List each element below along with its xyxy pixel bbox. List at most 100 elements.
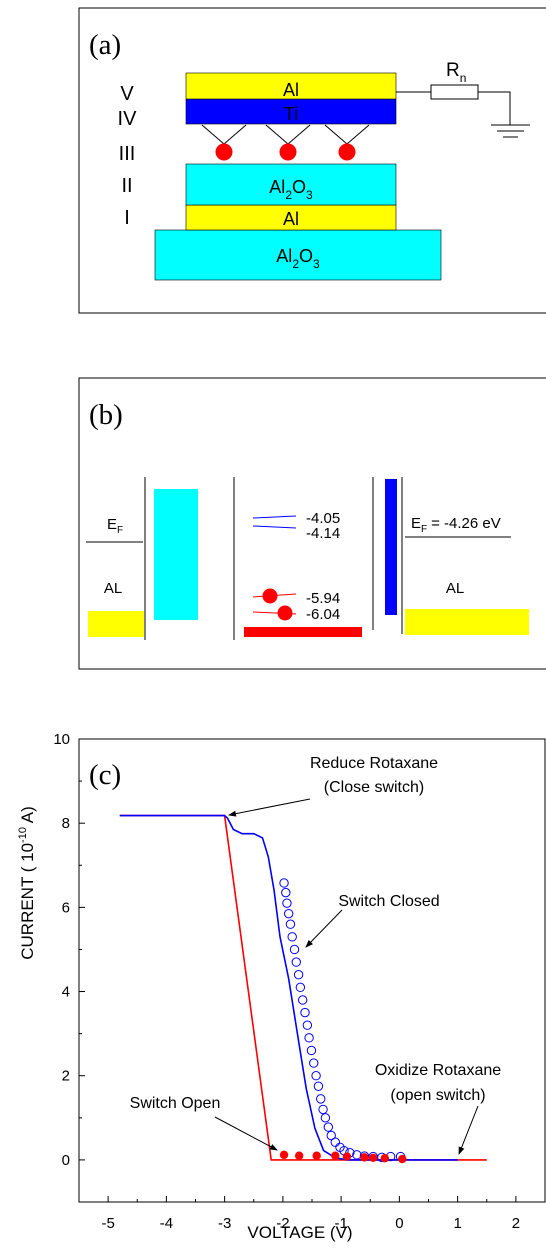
- data-point-open: [313, 1081, 324, 1091]
- data-point-open: [311, 1071, 321, 1081]
- data-point-open: [352, 1150, 362, 1160]
- y-tick-label: 10: [53, 731, 70, 748]
- data-point-open: [293, 970, 304, 980]
- data-point-open: [326, 1130, 336, 1141]
- resistor: [430, 84, 479, 100]
- panel-c-label: (c): [89, 759, 121, 791]
- data-point-filled: [279, 1150, 289, 1160]
- data-point-filled: [380, 1154, 390, 1163]
- data-point-open: [282, 898, 292, 908]
- panel-a-label: (a): [89, 29, 121, 61]
- annotation-reduce-line2: (Close switch): [324, 779, 424, 796]
- molecule-2: [279, 143, 297, 161]
- layer-ii-al2o3: [185, 163, 397, 206]
- layer-ii-al2o3-label: Al2O3: [269, 177, 313, 202]
- data-point-open: [285, 919, 296, 929]
- layer-al2o3-substrate-label: Al2O3: [276, 246, 320, 271]
- data-point-open: [291, 957, 301, 967]
- plot-area-border: [78, 738, 546, 1203]
- level-lumo-2: [252, 525, 297, 529]
- x-tick-label: 0: [395, 1215, 403, 1232]
- panel-b-frame: [78, 377, 546, 670]
- resistor-label: Rn: [446, 60, 466, 85]
- data-point-open: [318, 1104, 328, 1115]
- y-ticks: 0 2 4 6 8 10: [53, 731, 85, 1203]
- annotation-oxidize-arrow: [458, 1105, 479, 1155]
- data-point-open: [309, 1058, 319, 1068]
- molecular-band: [244, 627, 362, 637]
- data-point-filled: [398, 1154, 407, 1164]
- al2o3-barrier: [154, 489, 198, 620]
- al-left-block: [88, 611, 144, 637]
- al-right-block: [405, 609, 529, 635]
- fermi-right-label: EF = -4.26 eV: [411, 515, 501, 535]
- x-tick-label: 1: [453, 1215, 461, 1232]
- x-axis-label: VOLTAGE (V): [247, 1223, 352, 1242]
- al-right-label: AL: [446, 580, 464, 597]
- layer-iii-molecules: [201, 124, 370, 161]
- wire-to-ground: [478, 91, 511, 125]
- annotation-closed: Switch Closed: [338, 893, 439, 910]
- layer-label-iv: IV: [118, 108, 138, 130]
- data-point-filled: [312, 1151, 321, 1160]
- data-point-open: [287, 932, 297, 942]
- data-point-filled: [294, 1151, 304, 1160]
- annotation-reduce-arrow: [228, 798, 311, 817]
- layer-i-al-label: Al: [283, 209, 299, 229]
- data-point-open: [316, 1094, 326, 1104]
- molecule-3: [338, 143, 356, 161]
- y-tick-label: 2: [62, 1068, 70, 1085]
- annotation-closed-arrow: [305, 909, 343, 948]
- x-tick-label: -4: [160, 1215, 173, 1232]
- x-tick-label: -5: [101, 1215, 114, 1232]
- layer-label-iii: III: [119, 143, 136, 165]
- molecule-tether-2: [265, 124, 311, 145]
- layer-v-al-label: Al: [283, 80, 299, 100]
- y-axis-label: CURRENT ( 10-10 A): [17, 806, 37, 960]
- layer-v-al: [185, 72, 397, 100]
- annotation-oxidize-line2: (open switch): [390, 1087, 485, 1104]
- x-tick-label: 2: [512, 1215, 520, 1232]
- annotation-open: Switch Open: [130, 1095, 221, 1112]
- data-point-open: [284, 908, 294, 919]
- data-point-open: [323, 1122, 334, 1132]
- data-point-filled: [331, 1151, 340, 1160]
- x-tick-label: -2: [276, 1215, 289, 1232]
- x-ticks: -5 -4 -3 -2 -1 0 1 2: [78, 1196, 546, 1232]
- data-point-open: [302, 1020, 313, 1030]
- data-point-filled: [360, 1153, 369, 1162]
- annotation-reduce-line1: Reduce Rotaxane: [310, 755, 438, 772]
- data-point-open: [304, 1033, 314, 1043]
- layer-label-i: I: [124, 207, 130, 229]
- annotation-oxidize-line1: Oxidize Rotaxane: [375, 1062, 501, 1079]
- x-tick-label: -1: [334, 1215, 347, 1232]
- level-label-6-04: -6.04: [306, 606, 340, 623]
- level-label-4-14: -4.14: [306, 525, 340, 542]
- layer-iv-ti-label: Ti: [284, 104, 298, 124]
- level-label-5-94: -5.94: [306, 590, 340, 607]
- data-point-open: [297, 995, 308, 1005]
- panel-a: (a) V IV III II I Al2O3 Al Al2O3 Ti Al: [78, 7, 546, 314]
- panel-a-frame: [78, 7, 546, 314]
- molecule-1: [215, 143, 233, 161]
- al-left-label: AL: [104, 580, 122, 597]
- level-lumo-1: [252, 515, 297, 519]
- data-point-open: [330, 1137, 340, 1147]
- layer-label-ii: II: [121, 175, 132, 197]
- annotation-open-arrow: [214, 1116, 278, 1151]
- y-tick-label: 8: [62, 815, 70, 832]
- data-point-open: [289, 944, 300, 955]
- panel-b-label: (b): [89, 399, 123, 431]
- ground-icon: [491, 124, 530, 138]
- y-tick-label: 6: [62, 899, 70, 916]
- x-tick-label: -3: [218, 1215, 231, 1232]
- data-point-open: [295, 982, 306, 993]
- molecule-tether-3: [324, 124, 370, 145]
- series-line-1: [119, 814, 458, 1161]
- panel-c-chart: -5 -4 -3 -2 -1 0 1 2 0 2 4 6 8 10 (c) VOLTAGE (V) CU…: [17, 731, 546, 1242]
- chart-series: [119, 814, 487, 1164]
- data-point-filled: [342, 1152, 352, 1161]
- data-point-open: [279, 878, 289, 888]
- layer-iv-ti: [185, 98, 397, 125]
